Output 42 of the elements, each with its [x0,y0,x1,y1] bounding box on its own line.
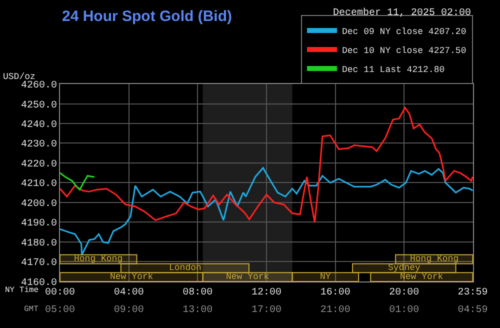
x2-tick-label: 17:00 [251,305,282,316]
x-tick-label: 12:00 [251,287,282,298]
band-label: Sydney [388,263,422,273]
x-tick-label: 23:59 [458,287,488,298]
y-tick-label: 4260.0 [20,80,57,92]
y-tick-label: 4230.0 [20,140,57,151]
y-tick-label: 4250.0 [20,100,57,112]
band-label: London [169,263,202,273]
band-label: New York [400,272,444,282]
line-series [60,106,473,224]
x2-tick-label: 21:00 [320,305,350,316]
band-label: NY [320,272,332,282]
x2-axis-title: GMT [24,305,39,314]
x-tick-label: 20:00 [389,287,420,298]
band-label: Hong Kong [410,254,459,264]
x2-tick-label: 13:00 [182,305,213,316]
x-tick-label: 00:00 [44,287,76,298]
legend-label: Dec 11 Last 4212.80 [342,65,445,76]
y-tick-label: 4190.0 [20,218,57,230]
y-tick-label: 4220.0 [20,159,57,170]
band-label: Hong Kong [74,254,123,264]
chart-title: 24 Hour Spot Gold (Bid) [62,8,232,25]
y-axis-title: USD/oz [3,72,36,82]
legend-label: Dec 09 NY close 4207.20 [342,27,466,38]
x2-tick-label: 04:59 [458,305,488,316]
line-series [60,167,473,256]
line-series [60,172,96,190]
x-tick-label: 08:00 [182,287,213,298]
chart-subtitle: December 11, 2025 02:00 [333,7,472,19]
y-tick-label: 4170.0 [20,258,57,270]
x2-tick-label: 01:00 [389,305,420,316]
band-label: New York [226,272,270,282]
x2-tick-label: 05:00 [44,305,76,316]
x-tick-label: 16:00 [320,287,350,298]
legend-label: Dec 10 NY close 4227.50 [342,46,466,56]
x2-tick-label: 09:00 [114,305,144,316]
y-tick-label: 4210.0 [20,179,57,190]
y-tick-label: 4240.0 [20,120,57,131]
y-tick-label: 4200.0 [20,198,57,210]
x-tick-label: 04:00 [114,287,144,298]
y-tick-label: 4180.0 [20,238,57,250]
band-label: New York [110,272,154,282]
